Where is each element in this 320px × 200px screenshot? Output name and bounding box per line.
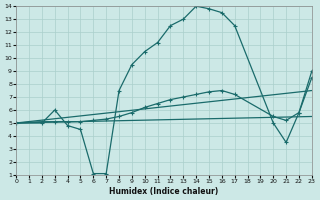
X-axis label: Humidex (Indice chaleur): Humidex (Indice chaleur) [109,187,219,196]
